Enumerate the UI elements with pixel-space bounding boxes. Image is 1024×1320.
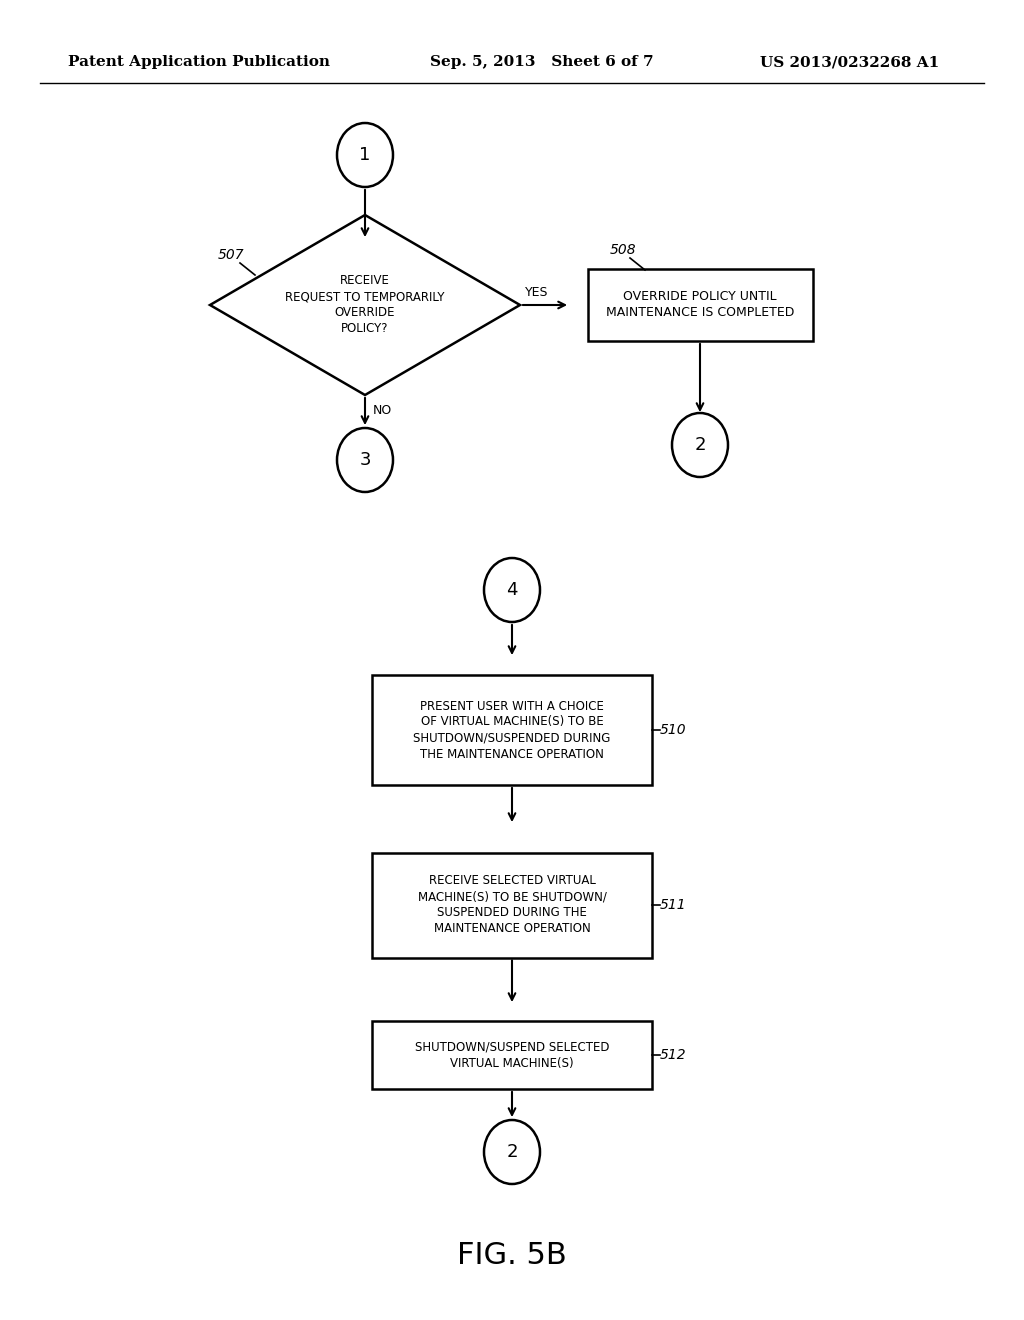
Text: 512: 512 xyxy=(660,1048,687,1063)
Text: 2: 2 xyxy=(694,436,706,454)
Text: RECEIVE
REQUEST TO TEMPORARILY
OVERRIDE
POLICY?: RECEIVE REQUEST TO TEMPORARILY OVERRIDE … xyxy=(286,275,444,335)
Bar xyxy=(372,1020,652,1089)
Text: US 2013/0232268 A1: US 2013/0232268 A1 xyxy=(760,55,939,69)
Text: RECEIVE SELECTED VIRTUAL
MACHINE(S) TO BE SHUTDOWN/
SUSPENDED DURING THE
MAINTEN: RECEIVE SELECTED VIRTUAL MACHINE(S) TO B… xyxy=(418,874,606,936)
Text: YES: YES xyxy=(525,286,549,300)
Text: 4: 4 xyxy=(506,581,518,599)
Text: OVERRIDE POLICY UNTIL
MAINTENANCE IS COMPLETED: OVERRIDE POLICY UNTIL MAINTENANCE IS COM… xyxy=(606,290,795,319)
Text: 507: 507 xyxy=(218,248,245,261)
Bar xyxy=(372,853,652,957)
Text: 3: 3 xyxy=(359,451,371,469)
Text: 1: 1 xyxy=(359,147,371,164)
Bar xyxy=(588,269,812,341)
Text: PRESENT USER WITH A CHOICE
OF VIRTUAL MACHINE(S) TO BE
SHUTDOWN/SUSPENDED DURING: PRESENT USER WITH A CHOICE OF VIRTUAL MA… xyxy=(414,700,610,760)
Text: Sep. 5, 2013   Sheet 6 of 7: Sep. 5, 2013 Sheet 6 of 7 xyxy=(430,55,653,69)
Bar xyxy=(372,675,652,785)
Text: NO: NO xyxy=(373,404,392,417)
Text: 2: 2 xyxy=(506,1143,518,1162)
Text: 510: 510 xyxy=(660,723,687,737)
Text: 511: 511 xyxy=(660,898,687,912)
Text: 508: 508 xyxy=(610,243,637,257)
Text: FIG. 5B: FIG. 5B xyxy=(457,1241,567,1270)
Text: Patent Application Publication: Patent Application Publication xyxy=(68,55,330,69)
Text: SHUTDOWN/SUSPEND SELECTED
VIRTUAL MACHINE(S): SHUTDOWN/SUSPEND SELECTED VIRTUAL MACHIN… xyxy=(415,1040,609,1069)
